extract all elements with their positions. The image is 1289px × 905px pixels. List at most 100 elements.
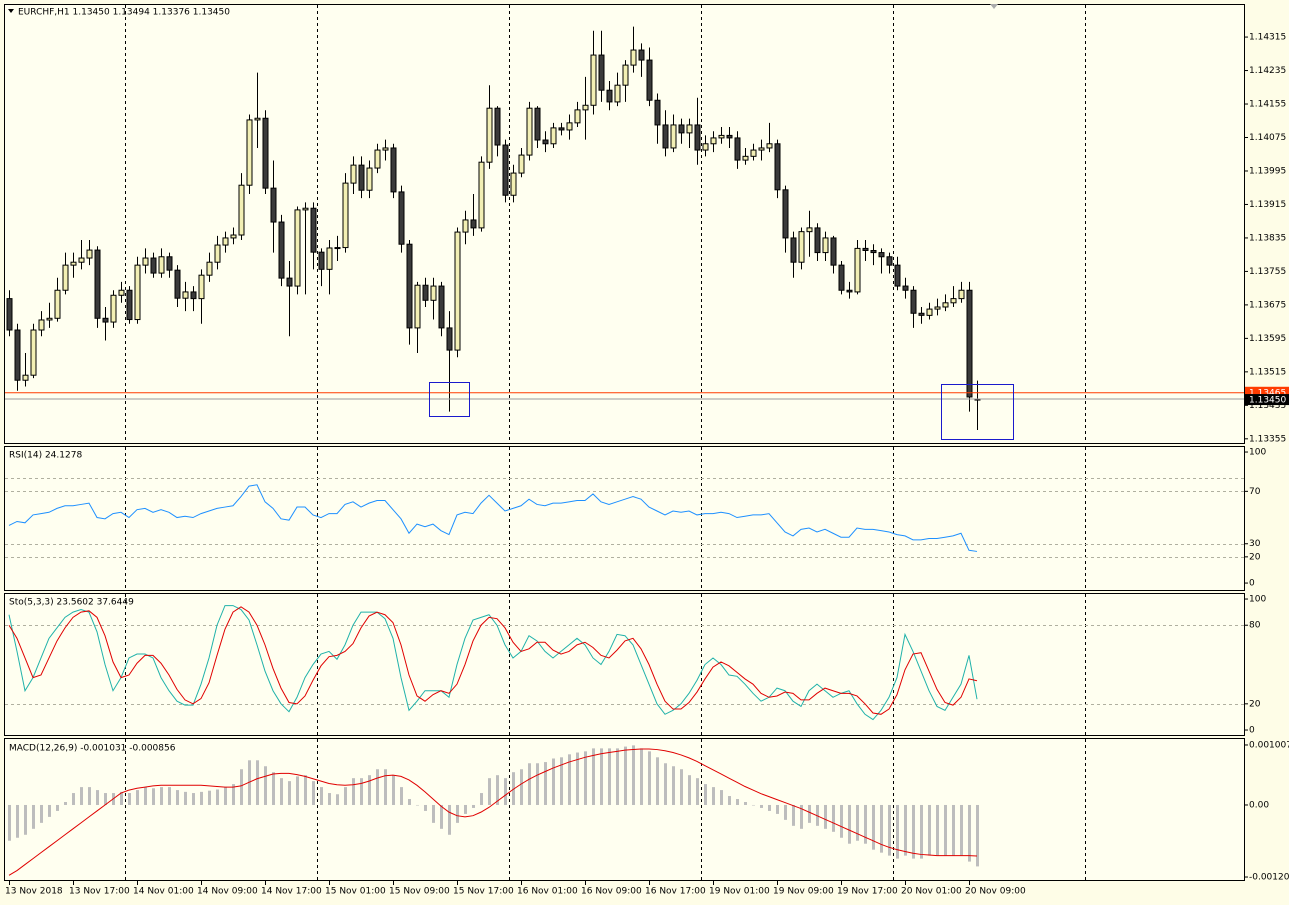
macd-bar <box>120 791 123 805</box>
candle-body <box>334 247 341 250</box>
indicator-title: RSI(14) 24.1278 <box>9 451 82 461</box>
macd-bar <box>576 752 579 805</box>
candle-body <box>414 284 421 329</box>
candle-body <box>830 237 837 266</box>
macd-bar <box>432 804 435 823</box>
y-tick-label: 0.00 <box>1249 800 1269 810</box>
macd-bar <box>472 804 475 808</box>
stochastic-panel <box>4 593 1245 736</box>
symbol-menu-icon[interactable] <box>8 9 14 13</box>
macd-bar <box>824 804 827 829</box>
candle-body <box>918 312 925 316</box>
x-tick-label: 19 Nov 17:00 <box>837 887 898 897</box>
candle-body <box>30 329 37 376</box>
macd-bar <box>624 746 627 805</box>
x-tick-label: 16 Nov 17:00 <box>645 887 706 897</box>
candle-body <box>6 298 13 331</box>
macd-bar <box>744 801 747 805</box>
macd-bar <box>552 758 555 805</box>
macd-bar <box>224 787 227 805</box>
macd-bar <box>488 778 491 805</box>
macd-bar <box>392 775 395 805</box>
candle-body <box>902 285 909 291</box>
candle-body <box>294 209 301 287</box>
candle-body <box>686 124 693 134</box>
labels-layer: EURCHF,H1 1.13450 1.13494 1.13376 1.1345… <box>5 8 1289 897</box>
macd-bar <box>784 804 787 820</box>
macd-bar <box>944 804 947 856</box>
macd-bar <box>256 760 259 805</box>
macd-bar <box>568 754 571 805</box>
y-tick-label: 100 <box>1249 595 1266 605</box>
macd-bar <box>880 804 883 853</box>
candle-body <box>574 109 581 124</box>
macd-bar <box>400 787 403 805</box>
macd-bar <box>328 793 331 805</box>
candle-body <box>646 59 653 101</box>
candle-body <box>542 139 549 145</box>
candle-body <box>382 147 389 151</box>
candle-body <box>726 134 733 139</box>
candle-body <box>590 54 597 106</box>
candle-body <box>254 117 261 121</box>
macd-bar <box>864 804 867 844</box>
macd-bar <box>504 778 507 805</box>
candle-body <box>166 256 173 271</box>
macd-bar <box>616 748 619 805</box>
candle-body <box>430 285 437 301</box>
candle-body <box>494 107 501 146</box>
macd-bar <box>128 793 131 805</box>
candle-body <box>782 189 789 239</box>
candle-body <box>662 124 669 149</box>
macd-bar <box>536 763 539 805</box>
candle-body <box>854 247 861 293</box>
macd-bar <box>168 787 171 805</box>
candle-body <box>878 252 885 258</box>
macd-bar <box>72 793 75 805</box>
macd-bar <box>312 781 315 805</box>
macd-bar <box>352 778 355 805</box>
candle-body <box>550 127 557 145</box>
candle-body <box>462 219 469 233</box>
candle-body <box>158 256 165 274</box>
candle-body <box>86 249 93 259</box>
candle-body <box>582 104 589 111</box>
y-tick-label: 20 <box>1249 699 1261 709</box>
candle-body <box>70 261 77 266</box>
candle-body <box>350 164 357 184</box>
candle-body <box>742 155 749 161</box>
candle-body <box>670 124 677 149</box>
candle-body <box>718 134 725 139</box>
candle-body <box>758 147 765 151</box>
macd-bar <box>144 787 147 805</box>
candle-body <box>942 302 949 308</box>
macd-bar <box>160 787 163 805</box>
macd-bar <box>656 757 659 805</box>
macd-bar <box>872 804 875 850</box>
candle-body <box>270 187 277 223</box>
candle-body <box>374 149 381 169</box>
macd-bar <box>88 787 91 805</box>
candle-body <box>214 244 221 263</box>
macd-bar <box>456 804 459 823</box>
macd-bar <box>664 763 667 805</box>
macd-bar <box>264 766 267 805</box>
candle-body <box>958 289 965 300</box>
x-tick-label: 20 Nov 09:00 <box>965 887 1026 897</box>
macd-bar <box>808 804 811 823</box>
macd-bar <box>832 804 835 832</box>
candle-body <box>478 161 485 229</box>
macd-bar <box>200 791 203 805</box>
macd-bar <box>776 804 779 814</box>
candle-body <box>710 137 717 145</box>
candle-body <box>822 237 829 254</box>
candle-body <box>262 117 269 189</box>
candle-body <box>798 231 805 263</box>
macd-bar <box>24 804 27 835</box>
candle-body <box>134 264 141 321</box>
macd-bar <box>304 775 307 805</box>
chart-title: EURCHF,H1 1.13450 1.13494 1.13376 1.1345… <box>18 8 230 18</box>
macd-bar <box>712 787 715 805</box>
indicator-line <box>8 605 978 721</box>
y-tick-label: 0.001007 <box>1249 740 1289 750</box>
